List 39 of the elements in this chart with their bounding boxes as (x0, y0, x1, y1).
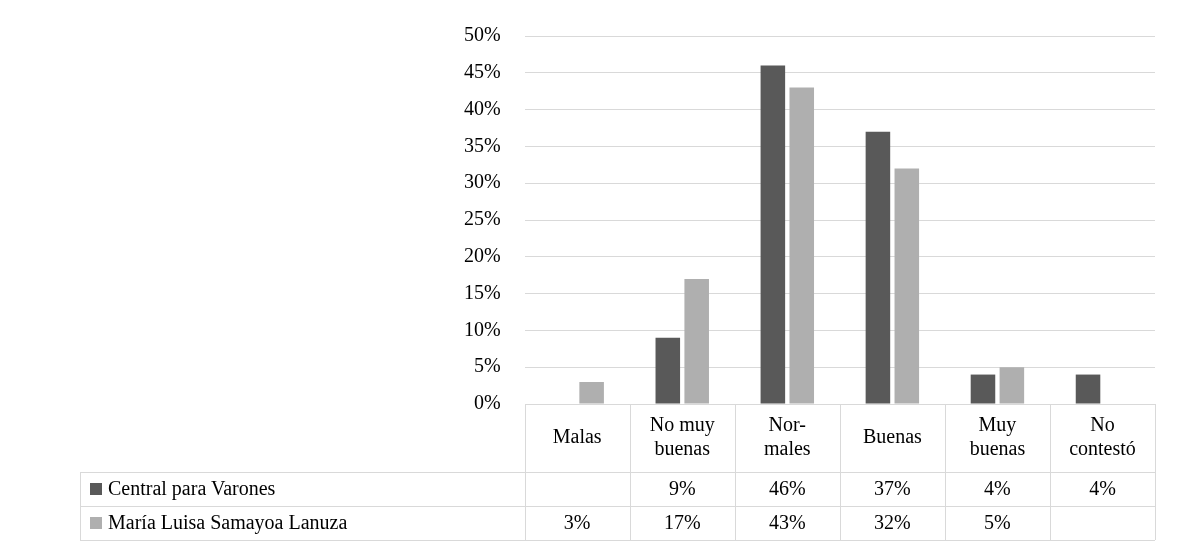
x-tick-label: No muy buenas (649, 413, 715, 460)
x-tick-label: Nor-males (763, 413, 811, 460)
y-tick-label: 15% (463, 280, 501, 303)
y-tick-label: 10% (463, 317, 501, 340)
bar (999, 367, 1025, 404)
y-tick-label: 50% (463, 23, 501, 46)
y-tick-label: 5% (473, 354, 501, 377)
y-tick-label: 45% (463, 60, 501, 83)
data-label: 17% (663, 511, 701, 534)
data-label: 32% (874, 511, 911, 534)
y-tick-label: 25% (463, 207, 501, 230)
bar (789, 87, 815, 404)
y-tick-label: 30% (463, 170, 501, 193)
legend-label: María Luisa Samayoa Lanuza (108, 511, 348, 535)
y-tick-label: 35% (463, 133, 501, 156)
data-label: 37% (874, 477, 911, 500)
bar (655, 337, 681, 404)
data-label: 4% (1089, 477, 1116, 500)
x-tick-label: Malas (552, 425, 602, 448)
bar (684, 278, 709, 404)
bar (1075, 374, 1101, 404)
x-tick-label: Buenas (862, 425, 923, 448)
bar (865, 131, 891, 404)
y-tick-label: 0% (473, 391, 501, 414)
bar (579, 381, 604, 404)
data-label: 3% (563, 511, 591, 534)
x-tick-label: Muy buenas (969, 413, 1026, 460)
y-tick-label: 40% (463, 96, 501, 119)
data-label: 5% (984, 511, 1011, 534)
bar (760, 65, 786, 404)
bar (894, 168, 920, 404)
data-label: 4% (984, 477, 1011, 500)
data-label: 9% (668, 477, 696, 500)
data-label: 43% (768, 511, 806, 534)
legend-label: Central para Varones (108, 477, 276, 501)
y-tick-label: 20% (463, 244, 501, 267)
x-tick-label: No contestó (1069, 413, 1136, 460)
data-label: 46% (768, 477, 806, 500)
bar (970, 374, 996, 404)
